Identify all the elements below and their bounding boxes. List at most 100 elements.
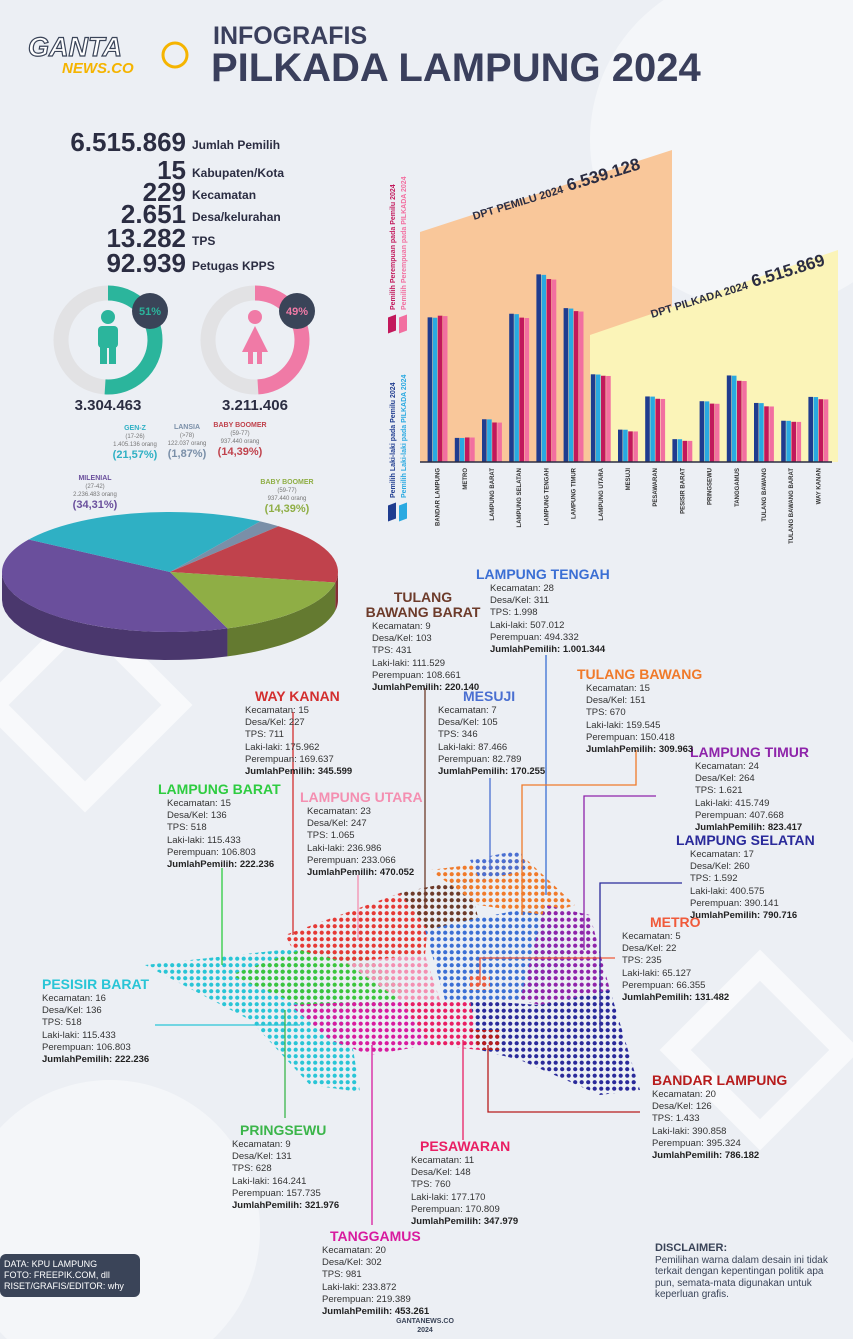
pie-slice [1, 539, 228, 632]
region-card: WAY KANAN Kecamatan: 15 Desa/Kel: 227 TPS: … [245, 689, 352, 778]
pie-label: GEN-Z [124, 425, 147, 432]
legend-label: Pemilih Laki-laki pada PILKADA 2024 [401, 374, 408, 498]
legend-swatch [399, 314, 407, 334]
x-tick-label: LAMPUNG BARAT [490, 468, 496, 521]
stat-value: 2.651 [121, 199, 186, 229]
bar [482, 419, 487, 462]
region-stat: Perempuan: 219.389 [322, 1293, 411, 1305]
region-stat: Laki-laki: 400.575 [690, 885, 765, 897]
map-region [345, 955, 440, 1000]
region-stat: TPS: 628 [232, 1163, 272, 1175]
decor [0, 1080, 260, 1339]
region-stat: Desa/Kel: 103 [372, 633, 432, 645]
region-stat: JumlahPemilih: 453.261 [322, 1306, 430, 1318]
region-stat: Laki-laki: 111.529 [372, 657, 446, 669]
bar [781, 420, 786, 462]
region-stat: TPS: 518 [42, 1017, 82, 1029]
x-tick-label: MESUJI [626, 468, 632, 491]
region-stat: Kecamatan: 20 [322, 1245, 386, 1256]
bar [454, 437, 460, 462]
region-stat: JumlahPemilih: 170.255 [438, 766, 546, 778]
bar [470, 437, 475, 462]
bar [660, 398, 666, 462]
region-stat: JumlahPemilih: 790.716 [690, 910, 798, 922]
bar [623, 429, 628, 462]
region-stat: Perempuan: 108.661 [372, 669, 461, 681]
region-stat: Perempuan: 82.789 [438, 753, 522, 765]
region-name: LAMPUNG TENGAH [476, 566, 610, 582]
region-stat: Laki-laki: 236.986 [307, 842, 382, 854]
pie-percent: (34,31%) [73, 499, 118, 511]
disclaimer-text: Pemilihan warna dalam desain ini tidak t… [655, 1254, 828, 1301]
region-stat: TPS: 760 [411, 1179, 451, 1191]
legend-swatch [399, 502, 407, 522]
bar [786, 420, 791, 462]
stat-value: 229 [143, 177, 186, 207]
bar [595, 374, 601, 462]
region-stat: JumlahPemilih: 823.417 [695, 822, 803, 834]
region-stat: JumlahPemilih: 347.979 [411, 1216, 519, 1228]
bar [432, 317, 438, 462]
bar [541, 274, 547, 462]
region-stat: Kecamatan: 24 [695, 761, 759, 772]
bar [769, 406, 774, 462]
region-stat: Perempuan: 407.668 [695, 809, 784, 821]
map-region [400, 878, 478, 930]
region-stat: Perempuan: 494.332 [490, 631, 579, 643]
region-card: LAMPUNG TENGAH Kecamatan: 28 Desa/Kel: 311… [476, 567, 610, 656]
female-icon [242, 310, 268, 364]
region-name: TANGGAMUS [330, 1228, 421, 1244]
x-tick-label: LAMPUNG TIMUR [572, 467, 578, 519]
x-tick-label: LAMPUNG SELATAN [517, 468, 523, 527]
x-tick-label: PRINGSEWU [708, 468, 714, 505]
region-stat: Desa/Kel: 247 [307, 818, 367, 830]
stat-label: TPS [192, 234, 215, 248]
region-stat: Perempuan: 233.066 [307, 854, 396, 866]
logo-main: GANTA [28, 32, 122, 62]
bar [546, 279, 552, 462]
region-stat: Kecamatan: 15 [245, 705, 309, 716]
bar [709, 403, 715, 462]
region-card: LAMPUNG TIMUR Kecamatan: 24 Desa/Kel: 264 T… [690, 745, 809, 834]
bar [590, 374, 596, 462]
bar [704, 401, 710, 462]
stat-value: 6.515.869 [70, 127, 186, 157]
bar [677, 439, 683, 462]
bar [633, 431, 638, 462]
region-card: MESUJI Kecamatan: 7 Desa/Kel: 105 TPS: 346 L… [438, 689, 545, 778]
region-stat: TPS: 711 [245, 729, 284, 741]
connector [583, 795, 656, 950]
region-name: WAY KANAN [255, 688, 340, 704]
region-name: LAMPUNG SELATAN [676, 832, 815, 848]
region-stat: TPS: 1.998 [490, 607, 538, 619]
bar [578, 311, 584, 462]
region-stat: JumlahPemilih: 1.001.344 [490, 644, 606, 656]
x-tick-label: PESAWARAN [653, 468, 659, 507]
region-stat: Laki-laki: 159.545 [586, 719, 661, 731]
map-region [290, 1000, 430, 1055]
pie-slice-side [2, 572, 228, 660]
region-stat: Laki-laki: 233.872 [322, 1281, 397, 1293]
bar [687, 440, 693, 462]
bar [650, 396, 655, 462]
region-stat: TPS: 1.621 [695, 785, 743, 797]
region-stat: Laki-laki: 177.170 [411, 1191, 486, 1203]
stat-label: Jumlah Pemilih [192, 138, 280, 152]
connector [487, 1045, 640, 1113]
region-stat: JumlahPemilih: 220.140 [372, 682, 480, 694]
region-stat: TPS: 518 [167, 822, 207, 834]
region-stat: Desa/Kel: 260 [690, 861, 750, 873]
region-card: TULANG BAWANG BARAT Kecamatan: 9 Desa/Kel:… [366, 590, 483, 694]
bar [645, 396, 650, 462]
connector [599, 882, 682, 1030]
region-stat: Kecamatan: 7 [438, 705, 497, 716]
pie-count: 937.440 orang [221, 439, 260, 445]
x-tick-label: LAMPUNG UTARA [599, 467, 605, 520]
region-card: PRINGSEWU Kecamatan: 9 Desa/Kel: 131 TPS: 6… [232, 1123, 339, 1212]
region-stat: Desa/Kel: 126 [652, 1101, 712, 1113]
pie-count: 937.440 orang [268, 496, 307, 502]
region-stat: JumlahPemilih: 309.963 [586, 744, 694, 756]
region-card: LAMPUNG UTARA Kecamatan: 23 Desa/Kel: 247 T… [300, 790, 423, 879]
pie-count: 2.236.483 orang [73, 492, 117, 498]
